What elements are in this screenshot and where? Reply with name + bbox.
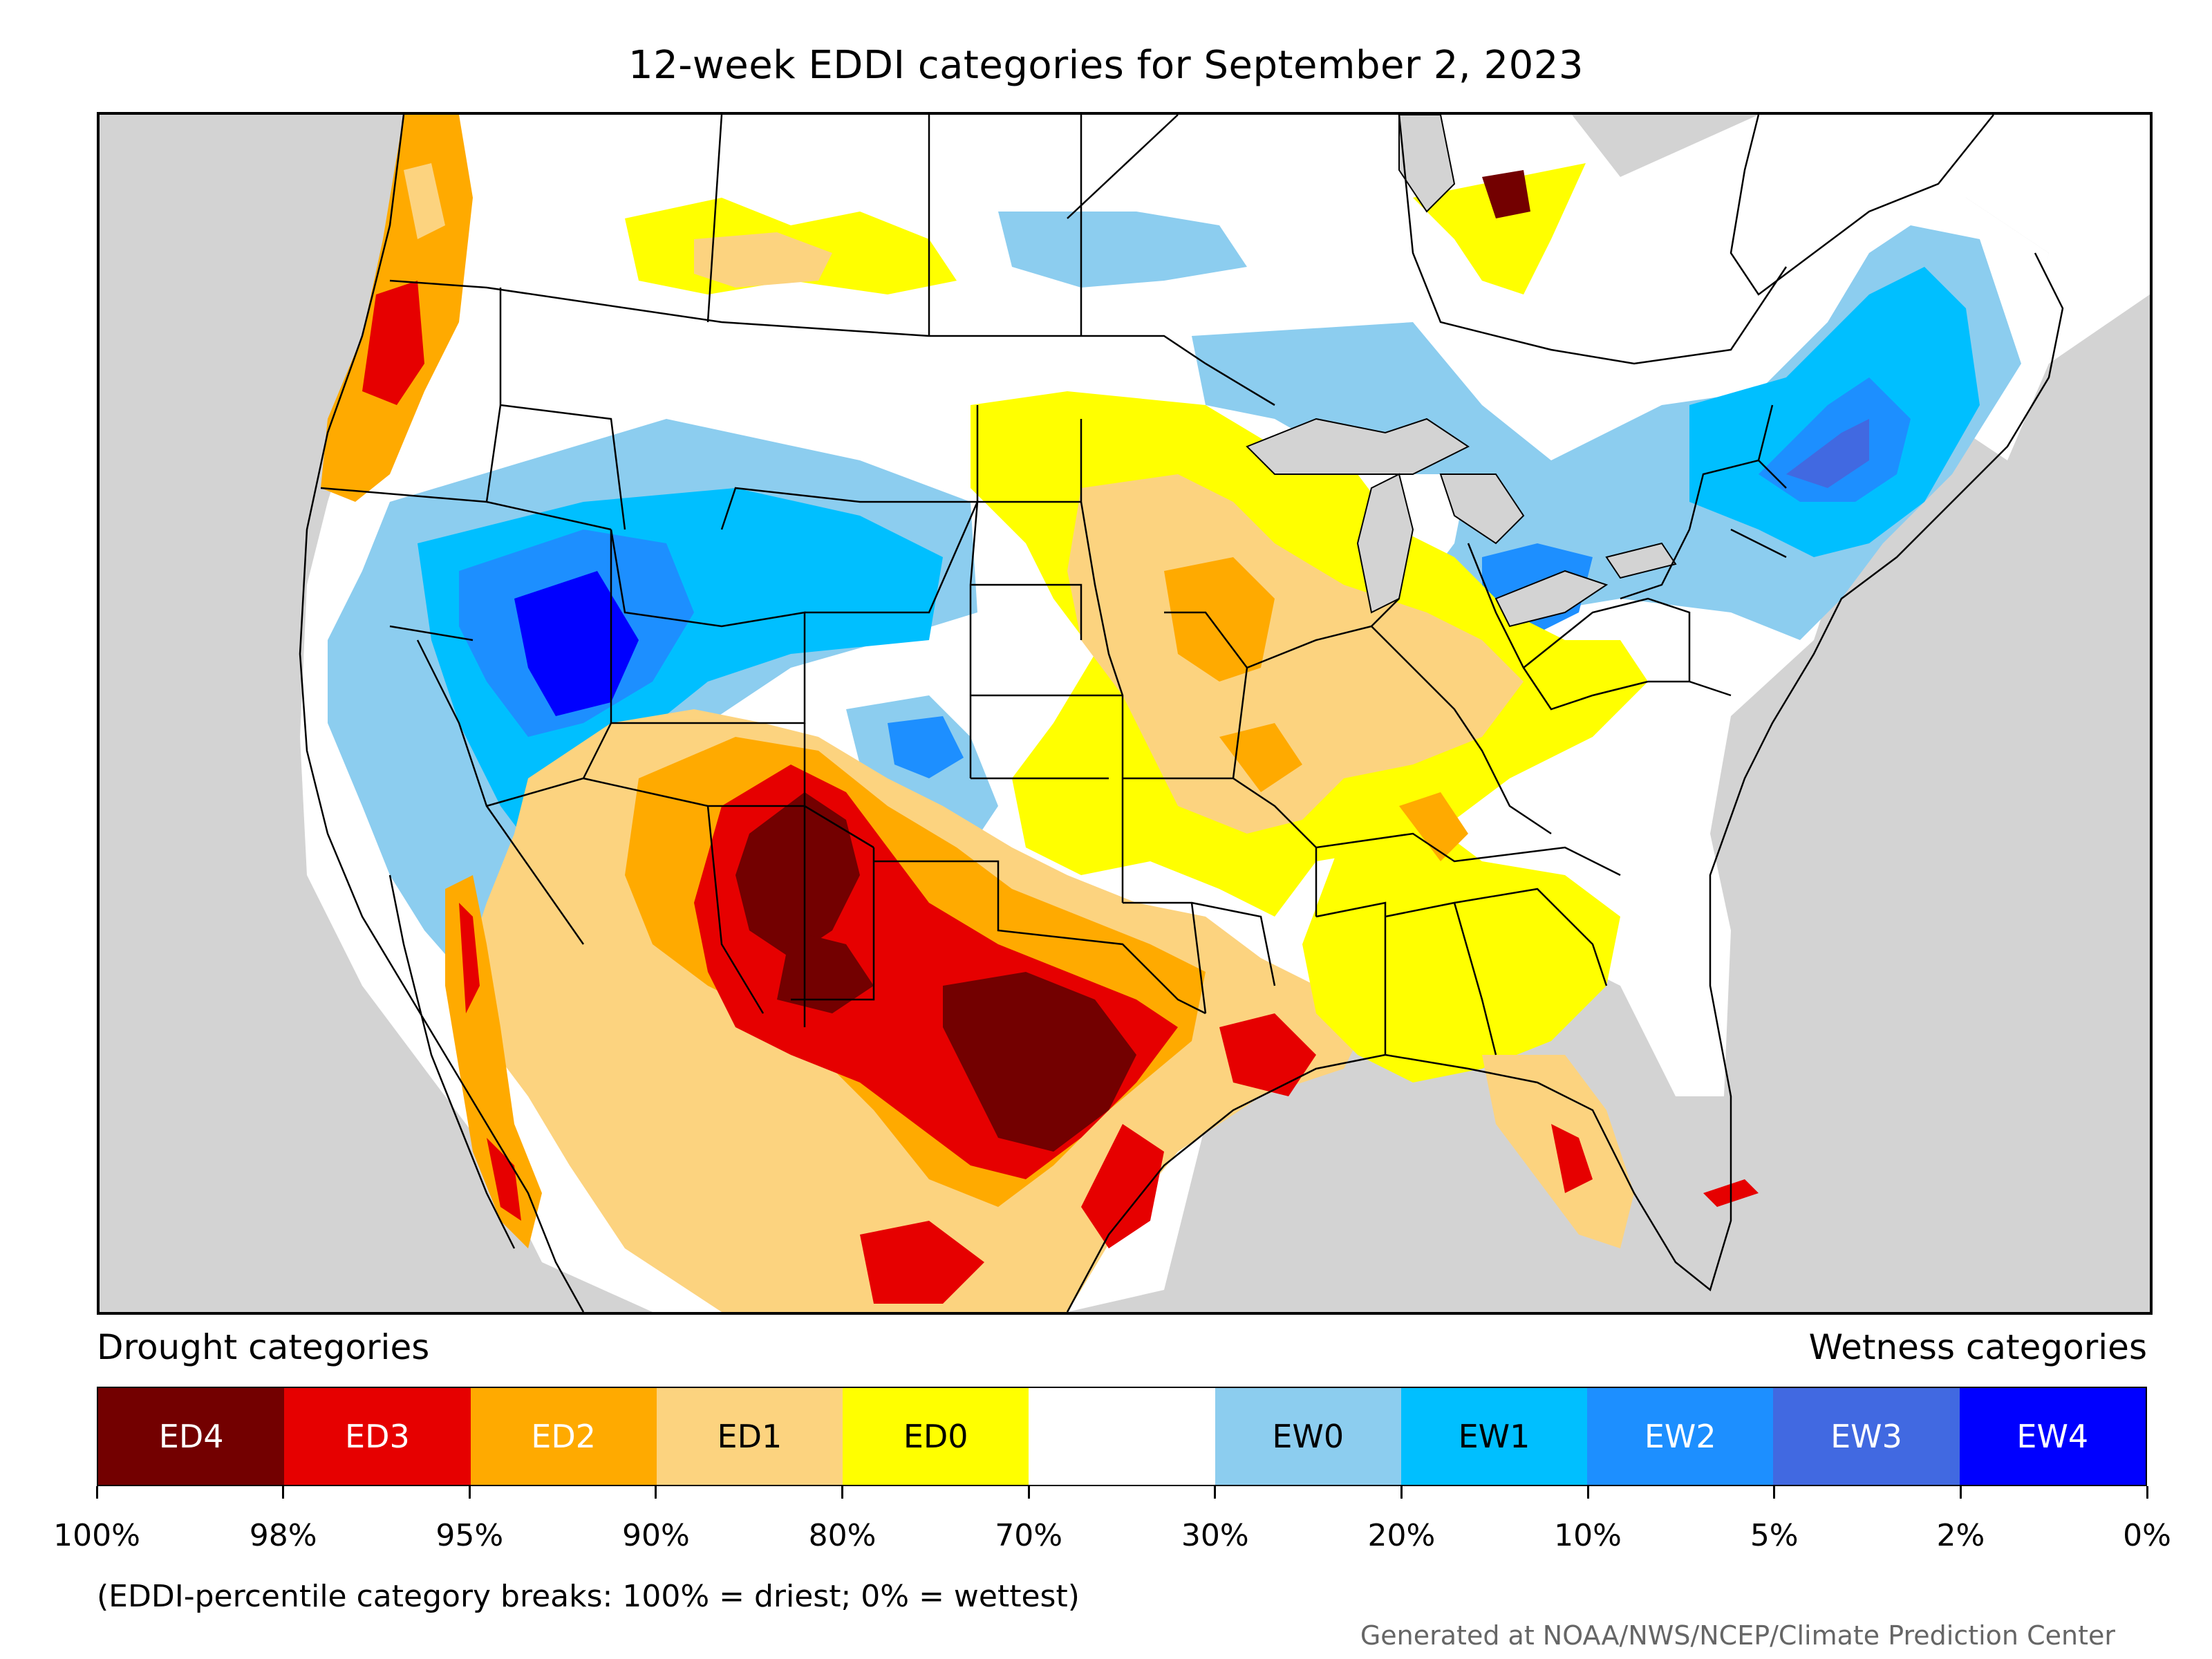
colorbar-tick-label: 95%: [435, 1518, 504, 1553]
legend-swatch-ed0: ED0: [843, 1388, 1029, 1485]
legend-swatch-ed1: ED1: [656, 1388, 843, 1485]
colorbar-tick-label: 2%: [1936, 1518, 1985, 1553]
legend-swatch-ew2: EW2: [1587, 1388, 1774, 1485]
legend-swatch-ew3: EW3: [1773, 1388, 1960, 1485]
colorbar-tick-label: 100%: [53, 1518, 140, 1553]
category-breaks-note: (EDDI-percentile category breaks: 100% =…: [97, 1579, 1080, 1614]
political-boundaries: [320, 115, 1788, 1056]
colorbar-tick: [1586, 1486, 1589, 1499]
legend-swatch-ew1: EW1: [1400, 1388, 1588, 1485]
colorbar-tick-label: 90%: [622, 1518, 690, 1553]
colorbar-tick: [468, 1486, 471, 1499]
colorbar-tick: [95, 1486, 98, 1499]
colorbar-tick: [1773, 1486, 1776, 1499]
wetness-regions: [328, 212, 2021, 1013]
legend-swatch-ew0: EW0: [1215, 1388, 1401, 1485]
colorbar-tick: [2146, 1486, 2148, 1499]
eddi-map: [97, 112, 2153, 1315]
category-colorbar: ED4 ED3 ED2 ED1 ED0 EW0 EW1 EW2 EW3 EW4: [97, 1387, 2147, 1486]
map-title: 12-week EDDI categories for September 2,…: [628, 43, 1584, 88]
colorbar-ticks: [95, 1486, 2148, 1500]
legend-swatch-ed3: ED3: [284, 1388, 471, 1485]
colorbar-tick: [1027, 1486, 1030, 1499]
colorbar-tick-label: 98%: [249, 1518, 317, 1553]
colorbar-tick: [1400, 1486, 1403, 1499]
colorbar-tick-label: 0%: [2123, 1518, 2171, 1553]
wetness-heading: Wetness categories: [1808, 1327, 2147, 1367]
colorbar-tick-label: 70%: [995, 1518, 1063, 1553]
colorbar-tick: [282, 1486, 285, 1499]
colorbar-tick: [1214, 1486, 1217, 1499]
colorbar-tick: [1959, 1486, 1962, 1499]
colorbar-tick: [841, 1486, 844, 1499]
legend-swatch-ew4: EW4: [1959, 1388, 2146, 1485]
colorbar-tick-label: 10%: [1554, 1518, 1622, 1553]
colorbar-tick-label: 5%: [1750, 1518, 1799, 1553]
legend-swatch-neutral: [1029, 1388, 1215, 1485]
colorbar-tick: [655, 1486, 657, 1499]
drought-regions: [321, 115, 1759, 1312]
colorbar-tick-label: 30%: [1181, 1518, 1249, 1553]
credit-line: Generated at NOAA/NWS/NCEP/Climate Predi…: [1360, 1620, 2115, 1651]
legend-swatch-ed4: ED4: [98, 1388, 285, 1485]
colorbar-tick-label: 20%: [1367, 1518, 1436, 1553]
legend-swatch-ed2: ED2: [470, 1388, 657, 1485]
water-bodies: [1246, 115, 1677, 628]
coastlines: [299, 115, 2064, 1312]
colorbar-tick-label: 80%: [808, 1518, 877, 1553]
drought-heading: Drought categories: [97, 1327, 430, 1367]
